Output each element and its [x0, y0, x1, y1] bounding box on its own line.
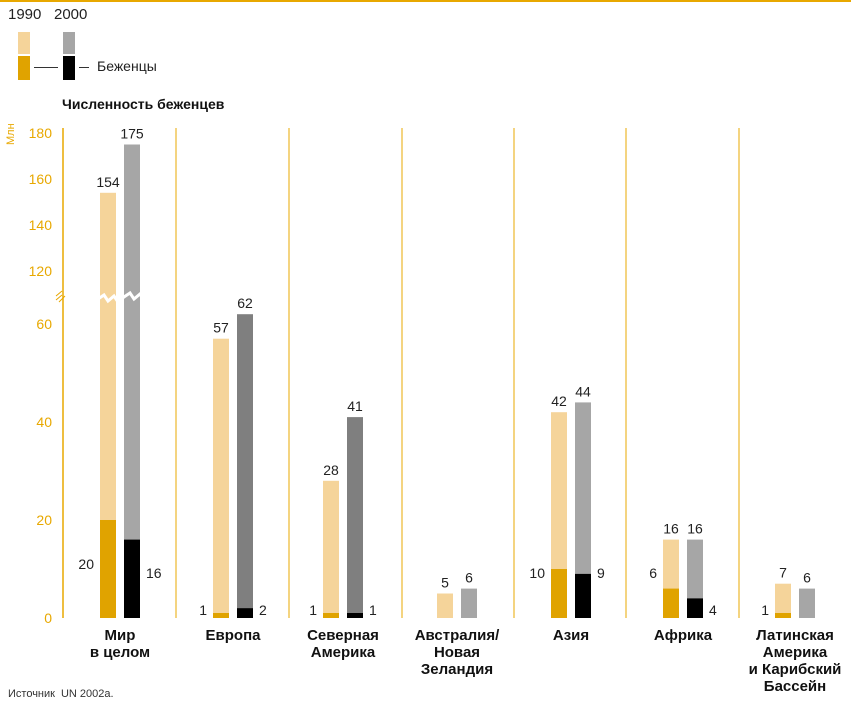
bar-refugees-1990 — [775, 613, 791, 618]
bar-total-2000 — [347, 417, 363, 618]
y-tick-label: 60 — [36, 316, 52, 332]
data-label-refugees-2000: 4 — [709, 602, 717, 618]
bar-total-2000 — [124, 144, 140, 618]
data-label-refugees-2000: 16 — [146, 565, 162, 581]
legend-year-2000: 2000 — [54, 6, 88, 23]
bar-break-mark — [97, 290, 146, 305]
legend-leader-2000 — [79, 67, 89, 68]
region-label: Африка — [628, 627, 738, 644]
legend-leader-1990 — [34, 67, 58, 68]
bar-refugees-2000 — [575, 573, 591, 618]
region-label-line: Европа — [205, 627, 261, 644]
region-label: Мир в целом — [65, 627, 175, 661]
region-label-line: Зеландия — [420, 661, 494, 678]
bar-refugees-2000 — [347, 613, 363, 618]
data-label-total-2000: 62 — [237, 295, 253, 311]
region-label-line: Африка — [653, 627, 713, 644]
data-label-total-2000: 44 — [575, 383, 591, 399]
data-label-refugees-2000: 1 — [369, 602, 377, 618]
data-label-total-1990: 7 — [779, 565, 787, 581]
bar-refugees-2000 — [237, 608, 253, 618]
region-label: Латинская Америка и Карибский Бассейн — [740, 627, 850, 695]
region-label: Европа — [178, 627, 288, 644]
data-label-refugees-1990: 20 — [78, 556, 94, 572]
bar-refugees-2000 — [124, 539, 140, 618]
bar-refugees-1990 — [663, 588, 679, 618]
bar-refugees-1990 — [323, 613, 339, 618]
data-label-total-1990: 16 — [663, 521, 679, 537]
data-label-total-1990: 154 — [96, 174, 120, 190]
data-label-total-2000: 16 — [687, 521, 703, 537]
y-axis-label: Млн — [5, 123, 17, 145]
bar-refugees-2000 — [687, 598, 703, 618]
y-tick-label: 40 — [36, 414, 52, 430]
region-label-line: Азия — [552, 627, 590, 644]
axis-break-icon — [55, 290, 66, 303]
bar-total-2000 — [575, 402, 591, 618]
source-label: Источник — [8, 688, 55, 700]
data-label-total-1990: 57 — [213, 320, 229, 336]
bar-refugees-1990 — [551, 569, 567, 618]
legend-swatch-refugees-1990 — [18, 56, 30, 80]
top-rule — [0, 0, 851, 2]
bar-total-1990 — [551, 412, 567, 618]
legend-year-1990: 1990 — [8, 6, 42, 23]
y-tick-label: 0 — [44, 610, 52, 626]
data-label-refugees-1990: 1 — [761, 602, 769, 618]
bar-total-1990 — [213, 338, 229, 618]
bar-refugees-1990 — [213, 613, 229, 618]
data-label-refugees-2000: 2 — [259, 602, 267, 618]
data-label-total-1990: 28 — [323, 462, 339, 478]
bar-total-1990 — [323, 480, 339, 618]
data-label-total-2000: 175 — [120, 126, 144, 142]
y-tick-label: 120 — [29, 263, 53, 279]
region-label-line: Мир — [104, 627, 136, 644]
region-label-line: Америка — [310, 644, 376, 661]
data-label-refugees-1990: 10 — [529, 565, 545, 581]
bar-total-1990 — [437, 593, 453, 618]
bar-total-2000 — [461, 588, 477, 618]
data-label-total-2000: 6 — [803, 570, 811, 586]
data-label-refugees-1990: 6 — [649, 565, 657, 581]
region-label-line: в целом — [89, 644, 151, 661]
data-label-refugees-2000: 9 — [597, 565, 605, 581]
data-label-refugees-1990: 1 — [309, 602, 317, 618]
data-label-total-1990: 42 — [551, 393, 567, 409]
bar-total-2000 — [237, 314, 253, 618]
legend-refugees-label: Беженцы — [97, 58, 157, 74]
region-label-line: Северная — [307, 627, 379, 644]
data-label-refugees-1990: 1 — [199, 602, 207, 618]
data-label-total-1990: 5 — [441, 575, 449, 591]
data-label-total-2000: 41 — [347, 398, 363, 414]
bar-total-2000 — [799, 588, 815, 618]
bar-total-1990 — [775, 583, 791, 618]
legend-years: 1990 2000 — [8, 6, 100, 23]
legend-swatch-refugees-2000 — [63, 56, 75, 80]
y-tick-label: 20 — [36, 512, 52, 528]
y-tick-label: 160 — [29, 171, 53, 187]
region-label: Азия — [516, 627, 626, 644]
legend-swatch-total-2000 — [63, 32, 75, 54]
source-text: UN 2002a. — [60, 688, 114, 700]
region-label-line: Новая — [433, 644, 481, 661]
legend-swatch-total-1990 — [18, 32, 30, 54]
region-label-line: Латинская — [756, 627, 834, 644]
data-label-total-2000: 6 — [465, 570, 473, 586]
bar-refugees-1990 — [100, 520, 116, 618]
y-tick-label: 180 — [29, 125, 53, 141]
region-label-line: и Карибский — [748, 661, 842, 678]
y-tick-label: 140 — [29, 217, 53, 233]
region-label-line: Америка — [762, 644, 828, 661]
chart-title: Численность беженцев — [62, 96, 225, 112]
source-note: Источник UN 2002a. — [8, 688, 114, 700]
region-label-line: Австралия/ — [414, 627, 500, 644]
region-label: Северная Америка — [288, 627, 398, 661]
region-label-line: Бассейн — [763, 678, 827, 695]
region-label: Австралия/Новая Зеландия — [402, 627, 512, 678]
